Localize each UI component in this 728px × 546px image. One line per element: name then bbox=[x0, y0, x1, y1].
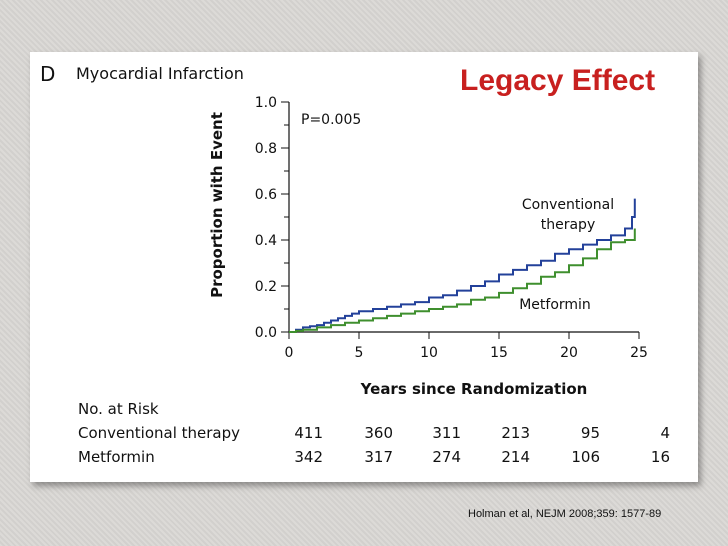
series-line-conventional bbox=[289, 198, 636, 333]
risk-table-header: No. at Risk bbox=[78, 400, 159, 418]
risk-cell: 213 bbox=[501, 424, 530, 442]
y-tick-label: 0.0 bbox=[255, 325, 277, 341]
x-tick-label: 15 bbox=[490, 345, 508, 361]
series-label: Conventional bbox=[522, 197, 614, 213]
risk-row-metformin: Metformin 342 317 274 214 106 16 bbox=[78, 448, 698, 470]
risk-row-label: Conventional therapy bbox=[78, 424, 241, 442]
y-tick-label: 0.6 bbox=[255, 187, 277, 203]
x-tick-label: 25 bbox=[630, 345, 648, 361]
x-tick-label: 20 bbox=[560, 345, 578, 361]
risk-cell: 274 bbox=[432, 448, 461, 466]
y-tick-label: 0.8 bbox=[255, 141, 277, 157]
km-chart: 0.0 0.2 0.4 0.6 0.8 1.0 0 5 10 15 20 25 Years since … bbox=[208, 95, 648, 397]
risk-cell: 4 bbox=[660, 424, 670, 442]
y-axis-label: Proportion with Event bbox=[208, 112, 226, 298]
y-tick-label: 0.2 bbox=[255, 279, 277, 295]
x-tick-label: 10 bbox=[420, 345, 438, 361]
risk-cell: 106 bbox=[571, 448, 600, 466]
series-line-metformin bbox=[289, 228, 636, 333]
risk-row-conventional: Conventional therapy 411 360 311 213 95 … bbox=[78, 424, 698, 446]
x-tick-label: 5 bbox=[355, 345, 364, 361]
risk-cell: 360 bbox=[364, 424, 393, 442]
risk-cell: 411 bbox=[294, 424, 323, 442]
series-label: therapy bbox=[541, 217, 595, 233]
y-tick-label: 0.4 bbox=[255, 233, 277, 249]
legacy-effect-annotation: Legacy Effect bbox=[460, 64, 656, 97]
citation: Holman et al, NEJM 2008;359: 1577-89 bbox=[468, 508, 662, 520]
y-tick-label: 1.0 bbox=[255, 95, 277, 111]
risk-cell: 311 bbox=[432, 424, 461, 442]
risk-cell: 95 bbox=[580, 424, 600, 442]
panel-title: Myocardial Infarction bbox=[76, 64, 244, 83]
x-axis-label: Years since Randomization bbox=[360, 380, 588, 397]
series-label: Metformin bbox=[519, 297, 591, 313]
p-value-label: P=0.005 bbox=[301, 112, 361, 128]
risk-cell: 342 bbox=[294, 448, 323, 466]
risk-cell: 214 bbox=[501, 448, 530, 466]
slide: D Myocardial Infarction Legacy Effect 0.… bbox=[30, 52, 698, 482]
panel-letter: D bbox=[40, 62, 56, 86]
risk-row-label: Metformin bbox=[78, 448, 155, 466]
risk-cell: 317 bbox=[364, 448, 393, 466]
risk-cell: 16 bbox=[650, 448, 670, 466]
x-tick-label: 0 bbox=[285, 345, 294, 361]
